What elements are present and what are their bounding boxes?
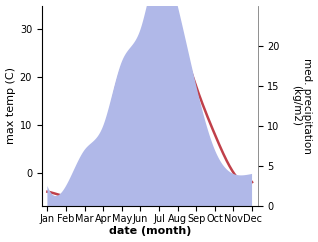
Y-axis label: max temp (C): max temp (C) [5,67,16,144]
Y-axis label: med. precipitation
(kg/m2): med. precipitation (kg/m2) [291,58,313,154]
X-axis label: date (month): date (month) [108,227,191,236]
